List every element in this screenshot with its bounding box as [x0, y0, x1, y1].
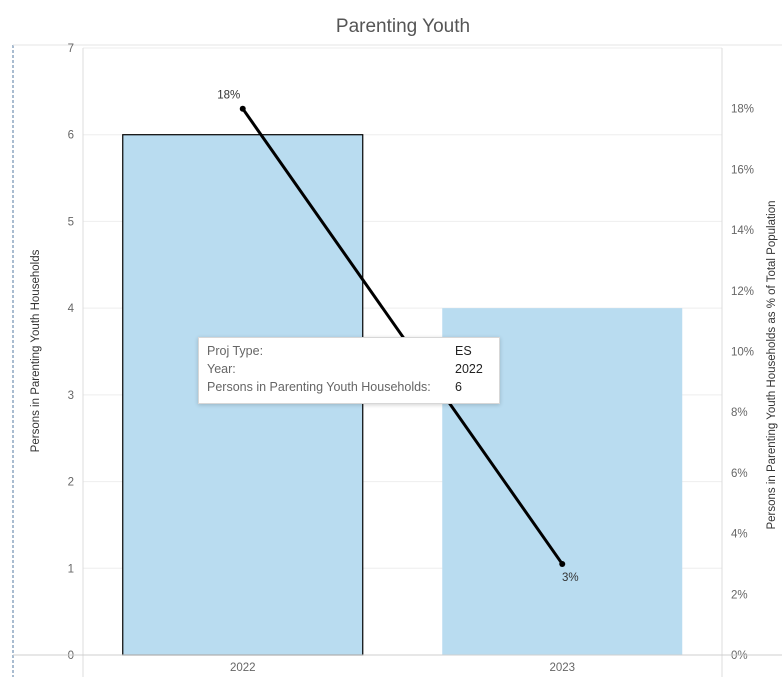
y2-tick-label: 8%: [731, 407, 748, 419]
chart-title: Parenting Youth: [336, 16, 470, 37]
tooltip-key: Year:: [207, 362, 236, 376]
y-tick-label: 3: [68, 390, 74, 402]
y-axis-label: Persons in Parenting Youth Households: [30, 249, 42, 452]
tooltip-key: Proj Type:: [207, 344, 264, 358]
line-point: [239, 105, 246, 112]
line-data-label: 3%: [562, 572, 579, 584]
line-series-group: 18% 3%: [217, 90, 578, 584]
tooltip-value: 2022: [455, 362, 483, 376]
tooltip-value: ES: [455, 344, 472, 358]
y-tick-label: 1: [68, 563, 74, 575]
y2-axis-label: Persons in Parenting Youth Households as…: [766, 200, 778, 529]
y2-tick-label: 14%: [731, 225, 754, 237]
tooltip-row-year: Year: 2022: [207, 362, 491, 380]
y-tick-label: 2: [68, 477, 74, 489]
y2-tick-label: 18%: [731, 104, 754, 116]
axes-group: 0 1 2 3 4 5 6 7 0% 2% 4% 6% 8% 10% 12% 14% 16% 18% 2022 202…: [13, 43, 782, 677]
y2-tick-label: 6%: [731, 468, 748, 480]
y-tick-label: 7: [68, 43, 74, 55]
y-tick-label: 5: [68, 216, 74, 228]
y-tick-label: 4: [68, 303, 75, 315]
line-data-label: 18%: [217, 90, 240, 102]
y2-tick-label: 2%: [731, 589, 748, 601]
tooltip-key: Persons in Parenting Youth Households:: [207, 380, 431, 394]
tooltip-row-proj-type: Proj Type: ES: [207, 344, 491, 362]
tooltip-row-persons: Persons in Parenting Youth Households: 6: [207, 380, 491, 398]
y-tick-label: 6: [68, 130, 74, 142]
y2-tick-label: 10%: [731, 347, 754, 359]
y-tick-label: 0: [68, 650, 74, 662]
x-tick-label: 2023: [549, 662, 575, 674]
line-point: [559, 560, 566, 567]
y2-tick-label: 12%: [731, 286, 754, 298]
y2-tick-label: 16%: [731, 164, 754, 176]
y2-tick-label: 4%: [731, 529, 748, 541]
y2-tick-label: 0%: [731, 650, 748, 662]
tooltip: Proj Type: ES Year: 2022 Persons in Pare…: [198, 337, 500, 404]
tooltip-value: 6: [455, 380, 462, 394]
x-tick-label: 2022: [230, 662, 256, 674]
line-series: [241, 107, 564, 565]
